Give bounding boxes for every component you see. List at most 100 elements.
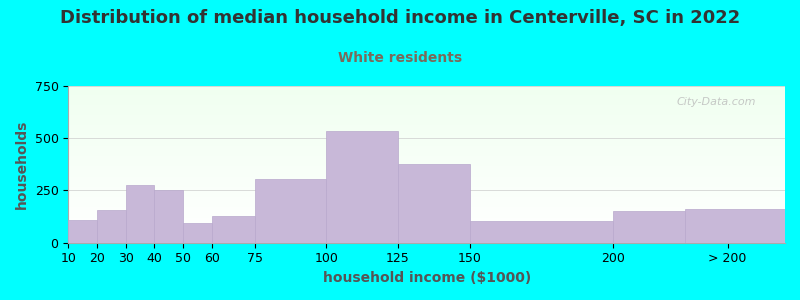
Bar xyxy=(68,192,785,193)
Bar xyxy=(68,222,785,223)
Bar xyxy=(68,164,785,165)
Bar xyxy=(68,171,785,172)
Bar xyxy=(68,150,785,151)
Bar xyxy=(68,219,785,220)
Bar xyxy=(68,194,785,195)
Bar xyxy=(68,224,785,225)
Bar xyxy=(68,135,785,136)
Bar xyxy=(68,174,785,175)
Bar xyxy=(68,167,785,168)
Bar xyxy=(68,190,785,191)
Bar xyxy=(68,182,785,183)
Bar xyxy=(68,126,785,127)
Bar xyxy=(68,144,785,145)
Bar xyxy=(68,104,785,105)
Bar xyxy=(68,233,785,234)
Bar xyxy=(68,213,785,214)
Bar xyxy=(68,109,785,110)
Bar xyxy=(68,92,785,93)
Bar xyxy=(68,140,785,141)
Bar xyxy=(68,123,785,124)
Bar xyxy=(68,90,785,91)
Bar xyxy=(68,187,785,188)
Bar xyxy=(68,136,785,137)
Bar xyxy=(68,217,785,218)
Bar xyxy=(68,112,785,113)
Bar xyxy=(398,164,470,243)
Bar xyxy=(68,232,785,233)
Bar xyxy=(68,236,785,237)
Bar xyxy=(68,155,785,156)
Bar xyxy=(68,177,785,178)
Bar xyxy=(68,129,785,130)
Bar xyxy=(68,116,785,117)
Bar xyxy=(212,216,254,243)
Bar xyxy=(68,163,785,164)
Bar xyxy=(68,114,785,115)
Bar xyxy=(68,121,785,122)
Bar xyxy=(68,147,785,148)
Bar xyxy=(68,86,785,87)
Bar xyxy=(68,207,785,208)
Bar xyxy=(68,186,785,187)
Bar xyxy=(68,125,785,126)
Bar xyxy=(68,106,785,107)
Bar xyxy=(68,209,785,210)
Bar xyxy=(68,212,785,213)
Bar xyxy=(68,189,785,190)
Bar xyxy=(68,115,785,116)
Bar xyxy=(68,87,785,88)
Bar xyxy=(68,95,785,96)
Bar xyxy=(68,132,785,133)
Bar xyxy=(68,170,785,171)
Bar xyxy=(68,210,785,211)
Bar xyxy=(68,201,785,202)
Bar xyxy=(68,99,785,100)
Bar xyxy=(68,127,785,128)
Bar xyxy=(68,199,785,200)
Bar xyxy=(68,206,785,207)
Bar xyxy=(68,88,785,89)
Bar xyxy=(126,185,154,243)
Text: White residents: White residents xyxy=(338,51,462,65)
Bar xyxy=(68,237,785,238)
Bar xyxy=(68,227,785,228)
Bar xyxy=(68,197,785,198)
Bar xyxy=(68,242,785,243)
Bar xyxy=(68,172,785,173)
Bar xyxy=(68,97,785,98)
Bar xyxy=(68,113,785,114)
Bar xyxy=(68,203,785,204)
Bar xyxy=(154,190,183,243)
Bar xyxy=(68,117,785,118)
Bar xyxy=(183,223,212,243)
Bar xyxy=(68,98,785,99)
Bar xyxy=(68,178,785,179)
Bar xyxy=(68,220,97,243)
Bar xyxy=(68,173,785,174)
Bar xyxy=(68,160,785,161)
Bar xyxy=(68,159,785,160)
Bar xyxy=(68,205,785,206)
Bar xyxy=(68,96,785,97)
Bar xyxy=(68,195,785,196)
Bar xyxy=(68,128,785,129)
Bar xyxy=(68,108,785,109)
Bar xyxy=(68,91,785,92)
Bar xyxy=(68,118,785,119)
Bar xyxy=(68,161,785,162)
Bar xyxy=(68,122,785,123)
Bar xyxy=(68,119,785,120)
Text: Distribution of median household income in Centerville, SC in 2022: Distribution of median household income … xyxy=(60,9,740,27)
Bar xyxy=(68,234,785,235)
Bar xyxy=(68,226,785,227)
Bar xyxy=(68,151,785,152)
Bar xyxy=(68,198,785,199)
Bar xyxy=(68,142,785,143)
Bar xyxy=(68,101,785,102)
Bar xyxy=(68,202,785,203)
Bar xyxy=(68,200,785,201)
Bar xyxy=(68,218,785,219)
X-axis label: household income ($1000): household income ($1000) xyxy=(322,271,530,285)
Bar xyxy=(68,188,785,189)
